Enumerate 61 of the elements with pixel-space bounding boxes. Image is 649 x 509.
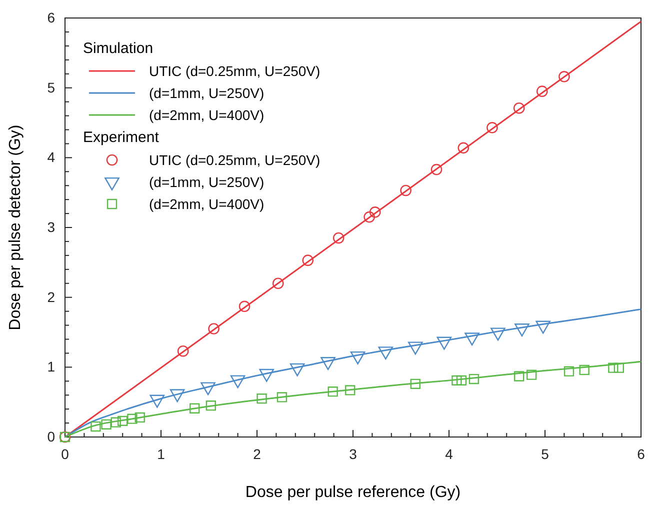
- point: [486, 122, 498, 134]
- point: [430, 164, 442, 176]
- point: [614, 362, 624, 373]
- point: [364, 211, 375, 223]
- y-tick-label: 6: [47, 9, 56, 26]
- legend-label: UTIC (d=0.25mm, U=250V): [149, 63, 320, 79]
- point: [564, 366, 574, 376]
- point: [369, 206, 381, 218]
- point: [332, 232, 344, 244]
- point: [400, 184, 412, 196]
- point: [458, 142, 470, 154]
- y-tick-label: 4: [47, 149, 56, 166]
- x-tick-label: 2: [253, 446, 262, 462]
- point: [514, 371, 524, 382]
- point: [272, 278, 284, 290]
- x-tick-label: 5: [541, 446, 550, 462]
- point: [536, 86, 548, 97]
- point: [579, 364, 590, 376]
- legend-label: (d=1mm, U=250V): [149, 174, 264, 190]
- legend-label: UTIC (d=0.25mm, U=250V): [149, 152, 320, 168]
- point: [513, 102, 525, 114]
- x-tick-label: 4: [445, 446, 454, 462]
- y-tick-label: 3: [47, 218, 56, 235]
- point: [558, 71, 570, 82]
- y-tick-label: 1: [47, 358, 56, 375]
- point: [276, 392, 288, 402]
- point: [190, 403, 200, 414]
- point: [468, 374, 480, 384]
- point: [110, 417, 121, 428]
- x-tick-label: 1: [157, 446, 166, 462]
- annotation: Experiment: [83, 129, 160, 146]
- x-tick-label: 6: [637, 446, 646, 462]
- y-tick-label: 0: [47, 428, 56, 444]
- point: [526, 370, 537, 380]
- x-tick-label: 0: [61, 446, 70, 462]
- point: [256, 394, 267, 404]
- y-tick-label: 5: [47, 79, 56, 96]
- point: [345, 385, 356, 396]
- point: [177, 345, 189, 357]
- point: [456, 375, 467, 386]
- legend-label: (d=1mm, U=250V): [149, 85, 264, 101]
- point: [410, 378, 420, 389]
- point: [452, 375, 462, 386]
- x-tick-label: 3: [349, 446, 358, 462]
- y-tick-label: 2: [47, 288, 56, 305]
- point: [206, 400, 216, 411]
- point: [101, 419, 112, 430]
- legend-title: Simulation: [83, 40, 154, 57]
- x-axis-title: Dose per pulse reference (Gy): [245, 484, 461, 501]
- legend-label: (d=2mm, U=400V): [149, 107, 264, 123]
- point: [302, 254, 314, 266]
- point: [134, 412, 145, 423]
- point: [127, 414, 138, 424]
- point: [118, 416, 128, 426]
- point: [208, 323, 220, 334]
- point: [90, 421, 101, 432]
- point: [238, 300, 250, 312]
- point: [608, 362, 618, 373]
- y-axis-title: Dose per pulse detector (Gy): [7, 124, 24, 330]
- legend-label: (d=2mm, U=400V): [149, 196, 264, 212]
- point: [328, 386, 338, 397]
